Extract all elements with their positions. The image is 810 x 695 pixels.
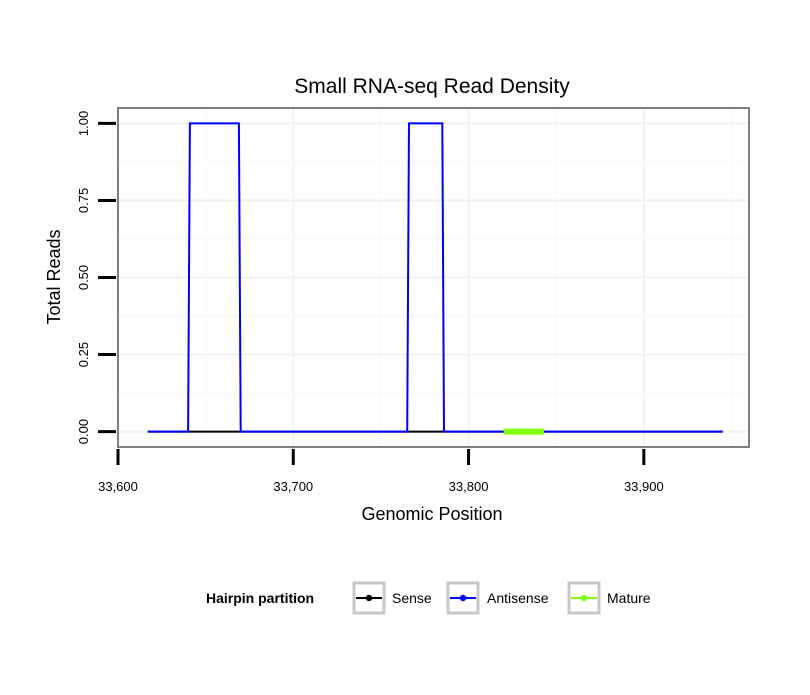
series-antisense — [147, 122, 723, 433]
y-axis-title: Total Reads — [44, 229, 64, 324]
plot-border — [117, 107, 750, 448]
legend-item-antisense: Antisense — [446, 581, 549, 615]
x-axis-title: Genomic Position — [361, 504, 502, 524]
legend-item-mature: Mature — [567, 581, 651, 615]
legend-label: Antisense — [487, 590, 549, 606]
y-axis: 0.00 0.25 0.50 0.75 1.00 — [76, 111, 116, 444]
legend: Hairpin partition Sense Antisense Mature — [206, 581, 651, 615]
y-tick-label: 1.00 — [76, 111, 91, 136]
legend-item-sense: Sense — [352, 581, 432, 615]
x-tick-label: 33,700 — [273, 479, 313, 494]
legend-key-dot — [459, 594, 467, 602]
y-tick-label: 0.50 — [76, 265, 91, 290]
y-tick-label: 0.00 — [76, 419, 91, 444]
legend-key-dot — [365, 594, 373, 602]
legend-title: Hairpin partition — [206, 590, 314, 606]
x-tick-label: 33,800 — [449, 479, 489, 494]
legend-label: Mature — [607, 590, 651, 606]
legend-label: Sense — [392, 590, 432, 606]
x-tick-label: 33,600 — [98, 479, 138, 494]
x-axis: 33,600 33,700 33,800 33,900 — [98, 449, 664, 494]
legend-items: Sense Antisense Mature — [352, 581, 651, 615]
legend-key-dot — [580, 594, 588, 602]
y-tick-label: 0.25 — [76, 342, 91, 367]
y-tick-label: 0.75 — [76, 188, 91, 213]
x-tick-label: 33,900 — [624, 479, 664, 494]
chart-title: Small RNA-seq Read Density — [294, 75, 570, 98]
series-layer — [147, 122, 723, 435]
